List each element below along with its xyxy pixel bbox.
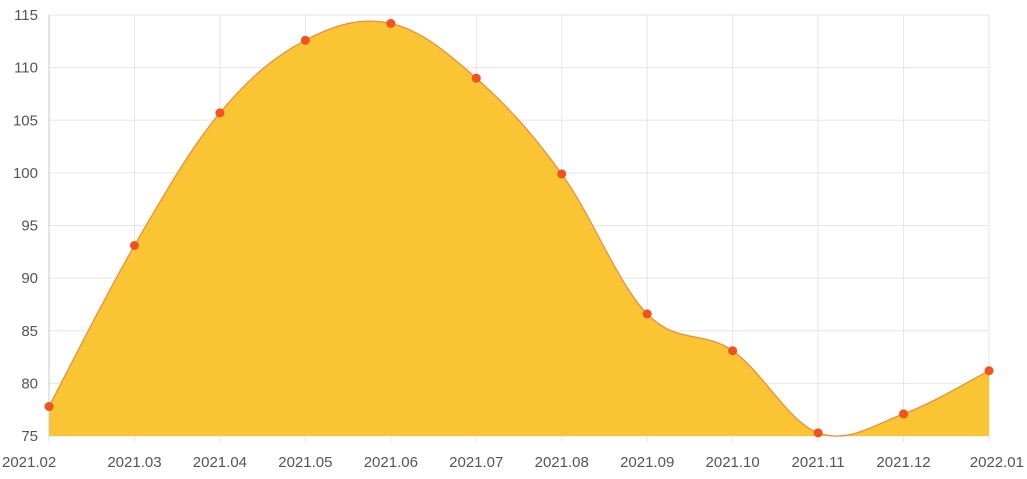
y-tick-label: 115 [14,7,38,24]
x-tick-label: 2021.08 [535,454,589,471]
data-point [215,108,225,118]
x-tick-label: 2021.04 [193,454,247,471]
y-tick-label: 90 [21,270,38,287]
x-tick-label: 2021.09 [620,454,674,471]
x-tick-label: 2021.11 [792,454,845,471]
y-tick-label: 85 [21,323,38,340]
data-point [642,309,652,319]
x-tick-label: 2021.06 [364,454,418,471]
data-point [899,409,909,419]
y-tick-label: 105 [13,112,38,129]
data-point [386,18,396,28]
x-tick-label: 2021.07 [449,454,503,471]
x-tick-label: 2021.12 [876,454,930,471]
data-point [557,169,567,179]
x-tick-label: 2022.01 [970,454,1024,471]
data-point [471,73,481,83]
x-axis-tick-labels: 2021.02 2021.03 2021.04 2021.05 2021.06 2021.… [2,454,1024,471]
y-tick-label: 110 [14,60,38,77]
x-tick-label: 2021.05 [278,454,332,471]
area-fill [49,21,989,437]
x-tick-label: 2021.10 [706,454,760,471]
x-tick-label: 2021.02 [2,454,56,471]
y-tick-label: 75 [21,428,38,445]
y-tick-label: 80 [21,375,38,392]
data-point [728,346,738,356]
data-point [44,402,54,412]
data-point [300,35,310,45]
data-points [44,18,994,438]
data-point [813,428,823,438]
x-tick-label: 2021.03 [107,454,161,471]
y-tick-label: 100 [13,165,38,182]
data-point [129,240,139,250]
y-axis-tick-labels: 75 80 85 90 95 100 105 110 115 [13,7,38,445]
y-tick-label: 95 [21,218,38,235]
data-point [984,366,994,376]
